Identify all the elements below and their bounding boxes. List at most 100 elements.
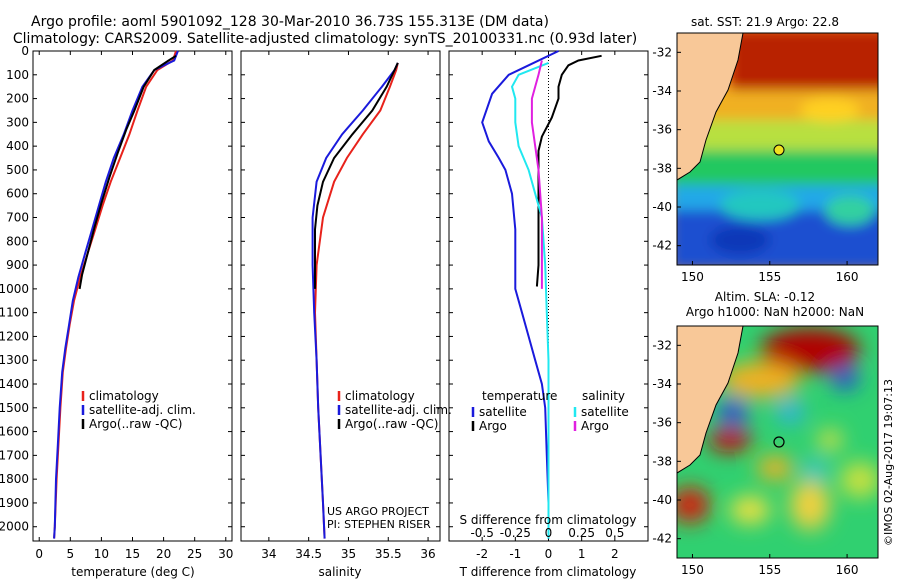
- series-line: [53, 50, 177, 539]
- difference-x-ticks: -2 -1 0 1 2: [476, 51, 619, 561]
- legend-label: satellite-adj. clim.: [345, 403, 452, 417]
- map-y-tick-label: -40: [652, 200, 672, 214]
- legend-temperature-header: temperature: [482, 389, 557, 403]
- x-tick-label: 5: [66, 547, 74, 561]
- x-tick-label: 30: [218, 547, 233, 561]
- s-tick-label: 0.25: [568, 526, 595, 540]
- x-tick-label: -1: [509, 547, 521, 561]
- legend-label: Argo: [581, 419, 609, 433]
- s-tick-label: 0.5: [605, 526, 624, 540]
- legend-label: climatology: [345, 389, 415, 403]
- y-tick-label: 400: [6, 139, 29, 153]
- x-tick-label: 0: [35, 547, 43, 561]
- argo-marker: [773, 144, 785, 156]
- series-line: [510, 61, 550, 539]
- y-tick-label: 700: [6, 211, 29, 225]
- x-tick-label: 20: [156, 547, 171, 561]
- sst-field: [677, 33, 878, 265]
- map-x-tick-label: 160: [836, 270, 859, 284]
- sla-map-ticks: 150 155 160 -32 -34 -36 -38 -40 -42: [652, 338, 858, 577]
- x-tick-label: 0: [545, 547, 553, 561]
- map-y-tick-label: -42: [652, 532, 672, 546]
- y-tick-label: 1100: [0, 306, 29, 320]
- y-tick-label: 800: [6, 234, 29, 248]
- map-y-tick-label: -38: [652, 161, 672, 175]
- depth-y-ticks: 0 100 200 300 400 500 600 700 800 900 1000 1100 1200…: [0, 44, 37, 534]
- y-tick-label: 600: [6, 187, 29, 201]
- map-x-tick-label: 155: [758, 563, 781, 577]
- salinity-lines: [311, 62, 399, 539]
- legend-label: climatology: [89, 389, 159, 403]
- y-tick-label: 1800: [0, 472, 29, 486]
- map-x-tick-label: 160: [836, 563, 859, 577]
- s-diff-label: S difference from climatology: [460, 513, 637, 527]
- map-y-tick-label: -32: [652, 338, 672, 352]
- y-tick-label: 1200: [0, 329, 29, 343]
- y-tick-label: 300: [6, 115, 29, 129]
- legend-label: satellite-adj. clim.: [89, 403, 196, 417]
- map-y-tick-label: -34: [652, 84, 672, 98]
- legend-label: Argo(..raw -QC): [89, 417, 182, 431]
- figure-title-2: Climatology: CARS2009. Satellite-adjuste…: [13, 31, 637, 47]
- x-tick-label: 25: [187, 547, 202, 561]
- figure-title-1: Argo profile: aoml 5901092_128 30-Mar-20…: [31, 14, 549, 30]
- s-tick-label: -0.25: [500, 526, 531, 540]
- series-line: [311, 62, 399, 539]
- x-tick-label: 34: [261, 547, 276, 561]
- series-line: [314, 62, 399, 289]
- legend-label: satellite: [581, 405, 629, 419]
- map-y-tick-label: -38: [652, 454, 672, 468]
- map-y-tick-label: -36: [652, 416, 672, 430]
- x-tick-label: 35.5: [375, 547, 402, 561]
- series-line: [530, 60, 543, 289]
- temperature-panel: 0 5 10 15 20 25 30 0 100 200 300 400 500 600 700 800 90…: [0, 44, 233, 579]
- sla-field: [677, 326, 878, 558]
- x-tick-label: 35: [341, 547, 356, 561]
- x-tick-label: -2: [476, 547, 488, 561]
- difference-lines: [481, 50, 602, 539]
- y-tick-label: 0: [21, 44, 29, 58]
- y-tick-label: 900: [6, 258, 29, 272]
- series-line: [481, 50, 559, 539]
- difference-legend: temperature salinity satelliteArgosatell…: [471, 389, 629, 433]
- s-tick-label: 0: [545, 526, 553, 540]
- map-y-tick-label: -42: [652, 239, 672, 253]
- y-tick-label: 100: [6, 68, 29, 82]
- y-tick-label: 1500: [0, 401, 29, 415]
- salinity-panel: 34 34.5 35 35.5 36 salinity climatologysatel…: [240, 50, 452, 579]
- temperature-xlabel: temperature (deg C): [71, 565, 194, 579]
- series-line: [535, 54, 602, 287]
- legend-label: satellite: [479, 405, 527, 419]
- y-tick-label: 2000: [0, 520, 29, 534]
- sla-map-title-2: Argo h1000: NaN h2000: NaN: [686, 305, 864, 319]
- x-tick-label: 10: [94, 547, 109, 561]
- temperature-lines: [53, 50, 179, 539]
- sla-map: Altim. SLA: -0.12 Argo h1000: NaN h2000:…: [652, 290, 879, 577]
- y-tick-label: 1400: [0, 377, 29, 391]
- sla-map-title-1: Altim. SLA: -0.12: [715, 290, 815, 304]
- salinity-xlabel: salinity: [318, 565, 361, 579]
- sst-map-ticks: 150 155 160 -32 -34 -36 -38 -40 -42: [652, 45, 858, 284]
- y-tick-label: 1900: [0, 496, 29, 510]
- x-tick-label: 2: [611, 547, 619, 561]
- series-line: [78, 54, 177, 290]
- land-australia: [677, 33, 744, 181]
- y-tick-label: 1000: [0, 282, 29, 296]
- s-diff-ticks: -0.5 -0.25 0 0.25 0.5: [470, 526, 624, 540]
- map-y-tick-label: -36: [652, 123, 672, 137]
- salinity-x-ticks: 34 34.5 35 35.5 36: [261, 51, 436, 561]
- map-x-tick-label: 150: [681, 270, 704, 284]
- t-diff-label: T difference from climatology: [459, 565, 637, 579]
- y-tick-label: 200: [6, 92, 29, 106]
- sst-map: sat. SST: 21.9 Argo: 22.8: [652, 15, 879, 284]
- x-tick-label: 36: [420, 547, 435, 561]
- difference-panel: -2 -1 0 1 2 S difference from climatology -0…: [448, 50, 649, 579]
- y-tick-label: 500: [6, 163, 29, 177]
- x-tick-label: 15: [125, 547, 140, 561]
- map-x-tick-label: 155: [758, 270, 781, 284]
- y-tick-label: 1700: [0, 448, 29, 462]
- x-tick-label: 1: [578, 547, 586, 561]
